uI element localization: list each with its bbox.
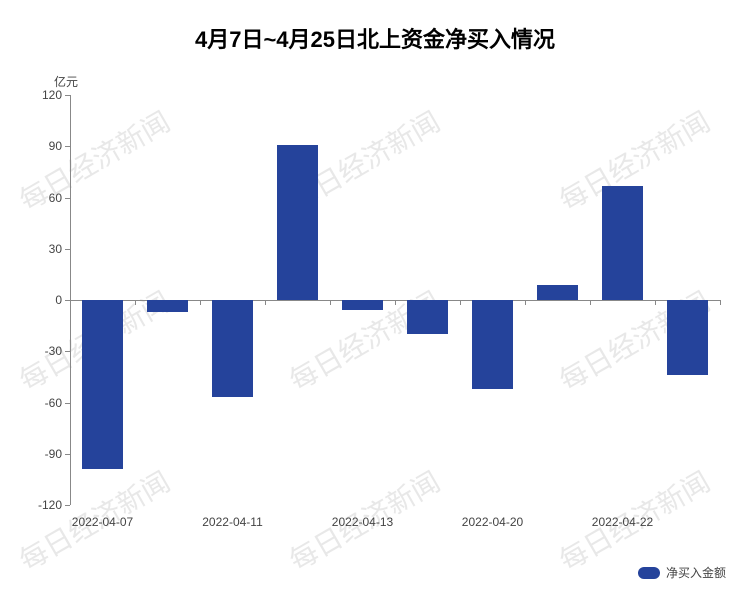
x-tick-mark [525,300,526,305]
y-tick-label: -120 [38,498,62,512]
legend-swatch [638,567,660,579]
y-tick-label: -60 [45,396,62,410]
x-tick-mark [200,300,201,305]
chart-bar [342,300,382,310]
y-tick-mark [65,454,70,455]
y-tick-label: 60 [49,191,62,205]
chart-bar [537,285,577,300]
chart-legend: 净买入金额 [638,564,726,581]
x-tick-mark [330,300,331,305]
chart-title: 4月7日~4月25日北上资金净买入情况 [0,0,750,54]
x-tick-label: 2022-04-11 [202,515,263,529]
x-tick-mark [135,300,136,305]
y-tick-mark [65,146,70,147]
y-tick-label: 0 [55,293,62,307]
y-tick-label: 90 [49,139,62,153]
chart-bar [147,300,187,312]
legend-label: 净买入金额 [666,564,726,581]
y-tick-label: -30 [45,344,62,358]
x-tick-mark [460,300,461,305]
chart-bar [82,300,122,469]
x-tick-label: 2022-04-20 [462,515,523,529]
chart-bar [277,145,317,300]
chart-bar [602,186,642,300]
y-tick-mark [65,403,70,404]
x-tick-mark [720,300,721,305]
y-tick-mark [65,505,70,506]
chart-bar [472,300,512,389]
chart-bar [407,300,447,334]
y-tick-label: 30 [49,242,62,256]
y-tick-mark [65,95,70,96]
x-tick-mark [395,300,396,305]
chart-bar [212,300,252,397]
chart-plot-area: 亿元 -120-90-60-3003060901202022-04-072022… [70,95,720,505]
x-tick-mark [655,300,656,305]
y-tick-mark [65,351,70,352]
x-tick-label: 2022-04-13 [332,515,393,529]
y-tick-label: 120 [42,88,62,102]
y-tick-mark [65,249,70,250]
chart-bar [667,300,707,375]
x-tick-label: 2022-04-07 [72,515,133,529]
x-tick-mark [70,300,71,305]
x-tick-mark [590,300,591,305]
x-tick-label: 2022-04-22 [592,515,653,529]
x-tick-mark [265,300,266,305]
y-tick-label: -90 [45,447,62,461]
y-tick-mark [65,198,70,199]
